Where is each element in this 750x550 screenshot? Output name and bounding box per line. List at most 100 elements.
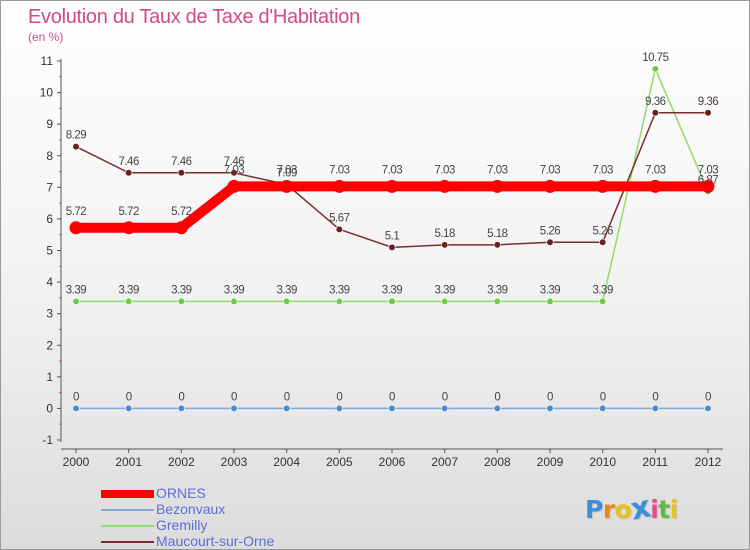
data-label-maucourt-sur-orne: 7.46: [118, 156, 138, 168]
data-point-maucourt-sur-orne: [493, 241, 501, 249]
data-label-gremilly: 3.39: [171, 284, 191, 296]
data-label-ornes: 7.03: [434, 164, 454, 176]
y-tick-label: 4: [46, 275, 53, 289]
x-tick-label: 2009: [537, 455, 564, 469]
data-point-bezonvaux: [704, 404, 712, 413]
data-label-maucourt-sur-orne: 8.29: [66, 130, 86, 142]
data-point-gremilly: [335, 297, 343, 305]
data-point-bezonvaux: [177, 404, 185, 413]
data-label-bezonvaux: 0: [73, 391, 79, 403]
logo-letter: t: [658, 495, 670, 524]
data-label-maucourt-sur-orne: 5.18: [434, 228, 454, 240]
data-label-bezonvaux: 0: [389, 391, 395, 403]
data-point-bezonvaux: [546, 404, 554, 413]
data-label-gremilly: 3.39: [592, 284, 612, 296]
legend: ORNES Bezonvaux Gremilly Maucourt-sur-Or…: [101, 485, 321, 549]
data-point-bezonvaux: [651, 404, 659, 413]
data-label-ornes: 7.03: [540, 164, 560, 176]
data-point-bezonvaux: [230, 404, 238, 413]
legend-label-ornes: ORNES: [156, 485, 206, 501]
data-point-bezonvaux: [125, 404, 133, 413]
data-label-gremilly: 10.75: [642, 52, 668, 64]
data-label-bezonvaux: 0: [442, 391, 448, 403]
data-point-maucourt-sur-orne: [441, 241, 449, 249]
data-point-gremilly: [388, 297, 396, 305]
data-label-gremilly: 6.87: [698, 174, 718, 186]
data-point-ornes: [174, 221, 188, 235]
data-label-ornes: 7.03: [382, 164, 402, 176]
data-point-gremilly: [546, 297, 554, 305]
legend-item-bezonvaux: Bezonvaux: [101, 501, 321, 518]
data-point-ornes: [438, 179, 452, 193]
data-label-ornes: 7.03: [592, 164, 612, 176]
data-point-ornes: [122, 221, 136, 235]
legend-swatch-ornes: [101, 490, 154, 498]
legend-item-maucourt-sur-orne: Maucourt-sur-Orne: [101, 533, 321, 549]
data-label-ornes: 5.72: [171, 206, 191, 218]
data-point-gremilly: [125, 297, 133, 305]
data-point-bezonvaux: [441, 404, 449, 413]
data-label-gremilly: 3.39: [382, 284, 402, 296]
data-point-gremilly: [230, 297, 238, 305]
data-label-maucourt-sur-orne: 5.67: [329, 212, 349, 224]
data-point-maucourt-sur-orne: [546, 238, 554, 246]
data-point-maucourt-sur-orne: [704, 109, 712, 117]
chart-title: Evolution du Taux de Taxe d'Habitation: [28, 6, 360, 28]
y-tick-label: 5: [46, 244, 53, 258]
data-point-ornes: [543, 179, 557, 193]
x-tick-label: 2007: [431, 455, 458, 469]
x-tick-label: 2006: [379, 455, 406, 469]
data-label-maucourt-sur-orne: 5.26: [592, 225, 612, 237]
x-tick-label: 2012: [695, 455, 722, 469]
x-tick-label: 2004: [273, 455, 300, 469]
x-tick-label: 2001: [115, 455, 142, 469]
legend-label-maucourt-sur-orne: Maucourt-sur-Orne: [156, 533, 275, 549]
x-tick-label: 2008: [484, 455, 511, 469]
data-point-bezonvaux: [72, 404, 80, 413]
y-tick-label: 6: [46, 212, 53, 226]
data-point-maucourt-sur-orne: [72, 142, 80, 151]
data-point-gremilly: [599, 297, 607, 305]
data-point-ornes: [385, 179, 399, 193]
data-label-ornes: 7.03: [276, 164, 296, 176]
data-label-ornes: 7.03: [487, 164, 507, 176]
data-label-maucourt-sur-orne: 7.46: [224, 156, 244, 168]
y-tick-label: -1: [42, 433, 53, 447]
data-label-gremilly: 3.39: [118, 284, 138, 296]
data-label-ornes: 5.72: [118, 206, 138, 218]
y-tick-label: 7: [46, 180, 53, 194]
y-tick-label: 9: [46, 117, 53, 131]
data-point-gremilly: [493, 297, 501, 305]
y-tick-label: 1: [46, 370, 53, 384]
data-point-ornes: [227, 179, 241, 193]
logo-letter: i: [669, 495, 679, 524]
x-tick-label: 2003: [221, 455, 248, 469]
data-point-ornes: [648, 179, 662, 193]
data-label-maucourt-sur-orne: 5.26: [540, 225, 560, 237]
data-label-gremilly: 3.39: [224, 284, 244, 296]
axes: -1 0 1 2 3 4 5 6 7 8 9 10 11 2000 2001 2002 2003 2004 2005…: [40, 54, 723, 469]
data-point-gremilly: [283, 297, 291, 305]
data-label-maucourt-sur-orne: 7.09: [276, 167, 296, 179]
data-point-ornes: [596, 179, 610, 193]
y-tick-label: 3: [46, 307, 53, 321]
y-tick-label: 2: [46, 338, 53, 352]
data-label-gremilly: 3.39: [487, 284, 507, 296]
x-tick-label: 2011: [642, 455, 668, 469]
data-point-ornes: [332, 179, 346, 193]
y-tick-label: 8: [46, 149, 53, 163]
data-point-ornes: [701, 179, 715, 193]
legend-label-bezonvaux: Bezonvaux: [156, 501, 226, 517]
legend-label-gremilly: Gremilly: [156, 517, 208, 533]
data-label-bezonvaux: 0: [336, 391, 342, 403]
data-point-maucourt-sur-orne: [388, 243, 396, 251]
data-label-bezonvaux: 0: [178, 391, 184, 403]
y-tick-label: 10: [40, 86, 54, 100]
logo-letter: r: [602, 495, 615, 524]
data-label-maucourt-sur-orne: 9.36: [698, 96, 718, 108]
data-point-ornes: [280, 179, 294, 193]
legend-swatch-maucourt-sur-orne: [101, 541, 154, 543]
data-point-bezonvaux: [388, 404, 396, 413]
data-point-ornes: [490, 179, 504, 193]
